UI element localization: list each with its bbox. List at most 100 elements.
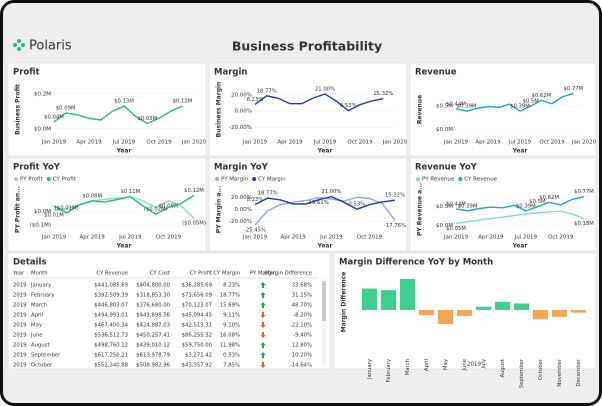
trend-arrow — [260, 292, 266, 298]
table-cell: 31.15% — [292, 293, 312, 299]
x-tick-label: Jan 2020 — [571, 140, 597, 146]
x-tick-label: May — [443, 359, 449, 370]
table-cell: March — [31, 303, 47, 309]
legend-label: CY Margin — [258, 177, 286, 183]
legend-marker — [458, 177, 463, 181]
chart-title: Margin YoY — [214, 163, 269, 173]
logo-text: Polaris — [29, 39, 72, 54]
table-cell: $449,898.56 — [136, 313, 170, 319]
panel — [7, 157, 207, 252]
y-tick-label: $0.2M — [34, 91, 51, 97]
legend-label: PY Profit — [20, 177, 43, 183]
trend-arrow — [260, 332, 266, 338]
table-cell: $59,750.00 — [182, 343, 213, 349]
table-cell: 48.70% — [292, 303, 312, 309]
data-label: $0.13M — [172, 99, 192, 105]
y-axis-label: Margin Difference — [341, 272, 348, 333]
table-cell: April — [31, 313, 43, 319]
data-label: $0.12M — [184, 188, 204, 194]
data-label: $0.11M — [120, 189, 140, 195]
table-cell: February — [31, 293, 54, 299]
y-axis-label: Business Margin — [216, 82, 223, 138]
table-cell: $424,887.03 — [136, 323, 170, 329]
bar — [437, 309, 454, 324]
bar — [513, 303, 530, 310]
column-header: CY Cost — [150, 271, 170, 277]
panel — [409, 62, 597, 157]
y-tick-label: -20.00% — [229, 125, 252, 131]
table-title: Details — [13, 258, 47, 268]
bar — [361, 288, 378, 310]
table-cell: May — [31, 323, 42, 329]
y-tick-label: 0.00% — [235, 109, 252, 115]
table-cell: August — [31, 343, 50, 349]
table-cell: $552,340.88 — [94, 363, 128, 369]
table-cell: $467,400.34 — [94, 323, 128, 329]
x-tick-label: Apr 2019 — [475, 140, 501, 146]
trend-arrow — [260, 362, 266, 368]
y-tick-label: $0.5M — [436, 204, 453, 210]
legend-marker — [215, 177, 219, 181]
y-tick-label: $0.0M — [34, 126, 51, 132]
x-tick-label: November — [557, 358, 563, 386]
data-label: 8.23% — [247, 97, 264, 103]
table-cell: $392,509.39 — [94, 293, 128, 299]
table-cell: -8.20% — [293, 313, 312, 319]
x-tick-label: Apr 2019 — [281, 235, 307, 241]
column-header: Year — [12, 271, 25, 277]
x-tick-label: Jul 2019 — [514, 235, 538, 241]
y-axis-label: PY Profit an... — [15, 186, 22, 233]
table-cell: 2019 — [13, 343, 26, 349]
table-cell: 16.08% — [220, 333, 240, 339]
table-cell: 2019 — [13, 293, 26, 299]
y-tick-label: ($0.1M) — [30, 222, 51, 228]
y-tick-label: $0.5M — [436, 104, 453, 110]
data-label: 21.00% — [321, 189, 341, 195]
table-cell: 12.80% — [292, 343, 312, 349]
scroll-thumb — [322, 281, 326, 321]
x-tick-label: Jul 2019 — [319, 235, 343, 241]
data-label: 19.61% — [309, 200, 329, 206]
table-cell: $43,357.92 — [182, 363, 212, 369]
x-tick-label: Oct 2019 — [548, 235, 574, 241]
x-tick-label: September — [519, 358, 525, 388]
table-cell: 8.23% — [223, 283, 240, 289]
x-tick-label: July — [481, 359, 487, 370]
x-tick-label: Oct 2019 — [156, 235, 182, 241]
chart-title: Profit YoY — [13, 163, 61, 173]
data-label: $0.39M — [510, 104, 530, 110]
x-tick-label: Jan 2019 — [443, 140, 469, 146]
data-label: $0.44M — [446, 201, 466, 207]
y-tick-label: 0.00% — [235, 207, 252, 213]
trend-arrow — [260, 342, 266, 348]
table-cell: 18.77% — [220, 293, 240, 299]
data-label: 0.53% — [348, 202, 365, 208]
x-tick-label: August — [500, 359, 506, 378]
data-label: $0.05M — [446, 226, 466, 232]
y-tick-label: $0.0M — [34, 209, 51, 215]
column-header: PY Margin — [250, 271, 276, 277]
canvas: Polaris Business Profitability Profit $0.… — [7, 39, 597, 388]
data-label: -17.76% — [384, 223, 406, 229]
series-line — [254, 93, 384, 112]
y-axis-label: PY Margin a... — [216, 186, 223, 233]
panel — [409, 157, 597, 252]
trend-arrow — [260, 352, 266, 358]
x-axis-label: Year — [512, 243, 528, 250]
x-tick-label: Apr 2019 — [80, 235, 106, 241]
x-axis-label: 2019 — [467, 362, 481, 368]
table-cell: 33.68% — [292, 283, 312, 289]
data-label: $0.04M — [44, 114, 64, 120]
x-tick-label: Jan 2019 — [242, 235, 268, 241]
data-label: $0.01M — [44, 213, 64, 219]
data-label: $0.77M — [563, 86, 583, 92]
data-label: $0.08M — [159, 203, 179, 209]
x-tick-label: Jul 2019 — [112, 140, 136, 146]
column-header: CY Margin — [213, 271, 240, 277]
column-header: Margin Difference — [265, 271, 312, 277]
table-cell: $3,271.42 — [185, 353, 212, 359]
table-cell: September — [31, 353, 61, 359]
panel — [208, 62, 408, 157]
bar — [494, 301, 511, 310]
x-tick-label: Apr 2019 — [76, 140, 102, 146]
